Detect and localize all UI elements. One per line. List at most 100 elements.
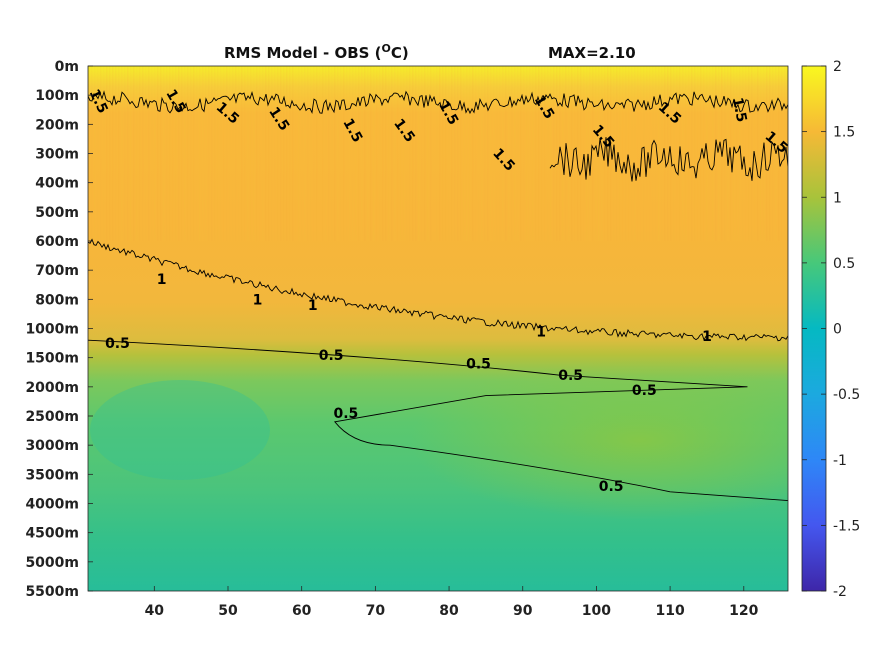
y-tick-label: 1500m bbox=[25, 351, 79, 367]
field-texture bbox=[271, 66, 273, 241]
field-texture bbox=[322, 66, 324, 241]
contour-label: 0.5 bbox=[466, 357, 491, 373]
field-texture bbox=[667, 66, 669, 241]
field-texture bbox=[388, 66, 390, 241]
field-texture bbox=[100, 66, 102, 241]
field-texture bbox=[727, 66, 729, 241]
field-texture bbox=[517, 66, 519, 241]
field-texture bbox=[637, 66, 639, 241]
contour-label: 1 bbox=[536, 324, 546, 340]
field-texture bbox=[208, 66, 210, 241]
field-texture bbox=[112, 66, 114, 241]
y-tick-label: 300m bbox=[35, 147, 79, 163]
field-texture bbox=[535, 66, 537, 241]
field-texture bbox=[586, 66, 588, 241]
field-texture bbox=[193, 66, 195, 241]
field-texture bbox=[190, 66, 192, 241]
y-tick-label: 2000m bbox=[25, 380, 79, 396]
field-texture bbox=[202, 66, 204, 241]
x-tick-label: 50 bbox=[218, 603, 238, 619]
contour-line-1 bbox=[88, 238, 788, 342]
x-tick-label: 100 bbox=[582, 603, 611, 619]
field-texture bbox=[526, 66, 528, 241]
field-texture bbox=[361, 66, 363, 241]
field-texture bbox=[466, 66, 468, 241]
colorbar-tick-label: 1 bbox=[833, 190, 842, 206]
contour-label: 0.5 bbox=[632, 383, 657, 399]
field-texture bbox=[274, 66, 276, 241]
field-texture bbox=[277, 66, 279, 241]
field-texture bbox=[310, 66, 312, 241]
field-texture bbox=[487, 66, 489, 241]
field-texture bbox=[124, 66, 126, 241]
field-texture bbox=[646, 66, 648, 241]
field-texture bbox=[484, 66, 486, 241]
x-tick-label: 110 bbox=[655, 603, 684, 619]
field-texture bbox=[376, 66, 378, 241]
y-tick-label: 100m bbox=[35, 88, 79, 104]
field-texture bbox=[460, 66, 462, 241]
contour-label: 0.5 bbox=[333, 406, 358, 422]
y-tick-label: 3000m bbox=[25, 438, 79, 454]
field-texture bbox=[400, 66, 402, 241]
x-tick-label: 80 bbox=[439, 603, 459, 619]
colorbar-tick-label: -1.5 bbox=[833, 518, 860, 534]
field-texture bbox=[118, 66, 120, 241]
field-texture bbox=[373, 66, 375, 241]
field-texture bbox=[769, 66, 771, 241]
field-texture bbox=[211, 66, 213, 241]
field-texture bbox=[748, 66, 750, 241]
field-texture bbox=[619, 66, 621, 241]
field-texture bbox=[493, 66, 495, 241]
contour-line-1-5 bbox=[88, 90, 788, 115]
field-texture bbox=[355, 66, 357, 241]
field-texture bbox=[175, 66, 177, 241]
field-texture bbox=[415, 66, 417, 241]
field-texture bbox=[214, 66, 216, 241]
field-texture bbox=[511, 66, 513, 241]
contour-label: 1.5 bbox=[729, 96, 749, 123]
field-texture bbox=[685, 66, 687, 241]
y-tick-label: 5000m bbox=[25, 555, 79, 571]
chart-title: RMS Model - OBS (OC) bbox=[224, 42, 409, 62]
field-texture bbox=[418, 66, 420, 241]
field-texture bbox=[148, 66, 150, 241]
field-texture bbox=[556, 66, 558, 241]
field-texture bbox=[595, 66, 597, 241]
field-texture bbox=[136, 66, 138, 241]
field-texture bbox=[691, 66, 693, 241]
field-texture bbox=[694, 66, 696, 241]
y-tick-label: 700m bbox=[35, 263, 79, 279]
field-texture bbox=[397, 66, 399, 241]
colorbar-tick-label: -1 bbox=[833, 453, 847, 469]
field-texture bbox=[445, 66, 447, 241]
field-texture bbox=[523, 66, 525, 241]
field-texture bbox=[169, 66, 171, 241]
field-texture bbox=[697, 66, 699, 241]
field-texture bbox=[703, 66, 705, 241]
field-texture bbox=[334, 66, 336, 241]
field-texture bbox=[265, 66, 267, 241]
field-texture bbox=[502, 66, 504, 241]
field-texture bbox=[172, 66, 174, 241]
field-texture bbox=[130, 66, 132, 241]
field-texture bbox=[751, 66, 753, 241]
field-texture bbox=[121, 66, 123, 241]
field-texture bbox=[319, 66, 321, 241]
field-texture bbox=[238, 66, 240, 241]
field-texture bbox=[781, 66, 783, 241]
field-texture bbox=[682, 66, 684, 241]
field-texture bbox=[229, 66, 231, 241]
field-texture bbox=[592, 66, 594, 241]
field-texture bbox=[580, 66, 582, 241]
field-texture bbox=[625, 66, 627, 241]
field-texture bbox=[421, 66, 423, 241]
field-texture bbox=[589, 66, 591, 241]
field-texture bbox=[307, 66, 309, 241]
field-texture bbox=[433, 66, 435, 241]
field-texture bbox=[232, 66, 234, 241]
field-texture bbox=[406, 66, 408, 241]
colorbar-tick-label: 1.5 bbox=[833, 125, 855, 141]
field-texture bbox=[538, 66, 540, 241]
